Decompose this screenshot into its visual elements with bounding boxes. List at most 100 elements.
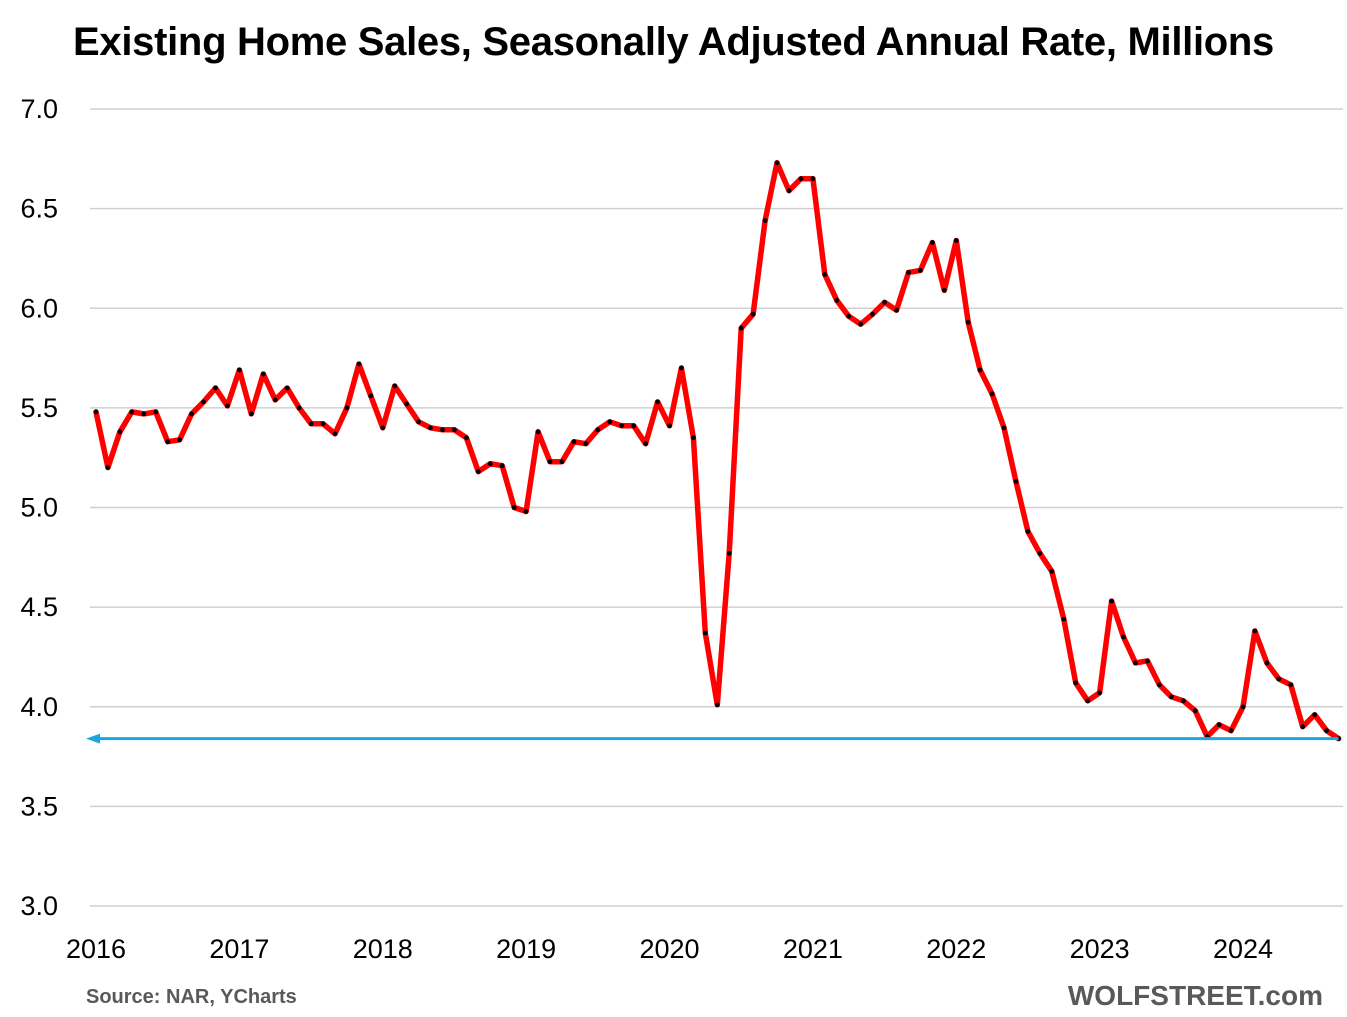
data-point (296, 405, 302, 411)
data-point (499, 463, 505, 469)
data-point (930, 240, 935, 245)
y-tick-label: 5.5 (20, 393, 58, 423)
data-point (380, 425, 386, 431)
source-note: Source: NAR, YCharts (86, 986, 297, 1008)
data-point (1097, 690, 1102, 696)
data-point (129, 409, 135, 415)
data-point (894, 307, 899, 313)
data-point (631, 423, 637, 429)
data-point (667, 423, 672, 429)
data-point (248, 411, 254, 417)
y-tick-label: 5.0 (20, 493, 58, 523)
data-point (1073, 680, 1079, 686)
data-point (332, 431, 338, 437)
data-point (1121, 634, 1126, 640)
data-point (475, 469, 481, 474)
data-point (977, 367, 983, 373)
data-point (1240, 704, 1246, 710)
data-point (1192, 708, 1198, 714)
data-point (1025, 529, 1031, 534)
data-point (762, 218, 768, 224)
x-tick-label: 2023 (1070, 934, 1130, 964)
data-point (738, 325, 744, 331)
data-point (1216, 722, 1222, 728)
data-point (523, 509, 529, 514)
data-point (153, 409, 159, 415)
data-point (786, 188, 792, 194)
data-point (320, 421, 326, 427)
brand-label: WOLFSTREET.com (1067, 980, 1323, 1011)
data-point (117, 429, 123, 435)
data-point (225, 403, 230, 409)
data-point (750, 311, 756, 317)
data-point (702, 630, 708, 636)
data-point (1085, 698, 1091, 704)
data-point (1001, 425, 1007, 431)
data-point (416, 419, 421, 425)
data-point (165, 439, 171, 445)
x-tick-label: 2016 (66, 934, 126, 964)
series-line (93, 160, 1342, 742)
y-tick-label: 7.0 (20, 94, 58, 124)
data-point (213, 385, 218, 391)
y-axis-ticks: 3.0 3.5 4.0 4.5 5.0 5.5 6.0 6.5 7.0 (20, 94, 58, 921)
data-point (595, 427, 601, 433)
data-point (858, 321, 864, 327)
data-point (1061, 616, 1067, 622)
data-point (428, 425, 433, 431)
data-point (272, 397, 278, 403)
data-point (452, 427, 457, 433)
data-point (1049, 568, 1055, 574)
y-tick-label: 4.5 (20, 592, 58, 622)
data-point (607, 419, 613, 425)
data-point (1157, 682, 1162, 688)
x-tick-label: 2019 (496, 934, 556, 964)
data-point (965, 319, 971, 325)
data-point (583, 441, 589, 447)
data-point (1133, 660, 1138, 666)
data-point (643, 441, 648, 447)
data-point (141, 411, 147, 417)
data-point (810, 176, 816, 182)
data-point (1168, 694, 1174, 700)
data-point (953, 238, 959, 243)
x-axis-ticks: 2016 2017 2018 2019 2020 2021 2022 2023 2024 (66, 934, 1273, 964)
data-point (177, 437, 183, 443)
x-tick-label: 2020 (639, 934, 699, 964)
data-point (918, 268, 923, 273)
reference-arrowhead (86, 733, 100, 744)
y-tick-label: 3.5 (20, 791, 58, 821)
data-point (1109, 598, 1114, 604)
data-point (1300, 724, 1306, 730)
data-point (846, 313, 852, 319)
data-point (1013, 479, 1019, 484)
data-point (440, 427, 445, 433)
y-tick-label: 3.0 (20, 891, 58, 921)
data-point (882, 299, 887, 305)
data-point (1276, 676, 1282, 682)
x-tick-label: 2017 (209, 934, 269, 964)
data-point (368, 393, 374, 399)
data-point (1312, 712, 1318, 718)
data-point (535, 429, 541, 435)
data-point (1180, 698, 1186, 704)
data-point (284, 385, 290, 391)
data-point (941, 287, 947, 293)
data-point (308, 421, 314, 427)
data-point (356, 361, 362, 367)
data-point (619, 423, 625, 429)
data-point (464, 435, 469, 441)
data-point (344, 405, 350, 411)
y-tick-label: 6.5 (20, 194, 58, 224)
data-point (1037, 550, 1043, 556)
gridlines (90, 108, 1343, 907)
data-point (392, 383, 398, 389)
data-point (1252, 628, 1258, 634)
data-point (487, 461, 493, 467)
data-point (559, 459, 565, 465)
data-point (1145, 658, 1150, 664)
x-tick-label: 2022 (926, 934, 986, 964)
data-point (105, 465, 111, 470)
data-point (714, 702, 720, 708)
